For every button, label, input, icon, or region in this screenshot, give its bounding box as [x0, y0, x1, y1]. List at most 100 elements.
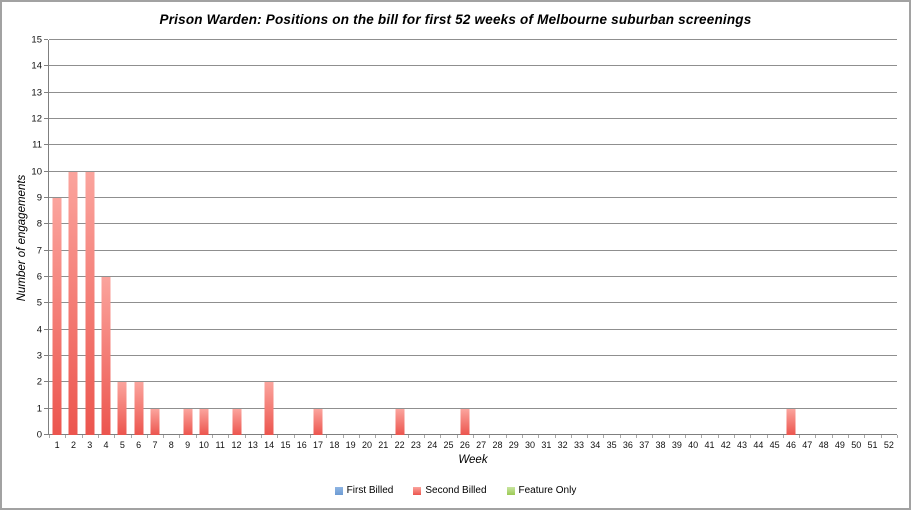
- x-tick-label: 48: [818, 440, 829, 450]
- gridline: [49, 65, 897, 67]
- y-tick-label: 10: [31, 166, 42, 178]
- gridline: [49, 328, 897, 330]
- x-tick-label: 37: [639, 440, 650, 450]
- x-tick-label: 12: [231, 440, 242, 450]
- x-tick-label: 17: [313, 440, 324, 450]
- x-tick-label: 39: [671, 440, 682, 450]
- x-tick-label: 13: [247, 440, 258, 450]
- legend-label-second-billed: Second Billed: [425, 485, 487, 496]
- x-tick-label: 19: [345, 440, 356, 450]
- x-axis-tick: [799, 435, 801, 438]
- x-tick-label: 46: [785, 440, 797, 450]
- x-tick-label: 50: [851, 440, 862, 450]
- x-tick-label: 27: [476, 440, 487, 450]
- y-axis-title-text: Number of engagements: [16, 174, 28, 302]
- x-axis-tick: [114, 435, 116, 438]
- y-axis-tick: [44, 328, 48, 330]
- y-axis-tick: [44, 249, 48, 251]
- bar-second-billed-week-6: [134, 382, 144, 435]
- gridline: [49, 223, 897, 225]
- bar-second-billed-week-4: [101, 277, 111, 435]
- gridline: [49, 39, 897, 40]
- x-axis-tick: [440, 435, 442, 438]
- y-tick-label: 7: [36, 245, 42, 257]
- x-tick-label: 35: [606, 440, 617, 450]
- x-axis-tick: [570, 435, 572, 438]
- y-tick-label: 4: [36, 324, 42, 336]
- x-tick-label: 22: [394, 440, 405, 450]
- x-axis-tick: [489, 435, 491, 438]
- x-axis-tick: [864, 435, 866, 438]
- x-axis-tick: [505, 435, 507, 438]
- x-axis-tick: [407, 435, 409, 438]
- y-axis-tick: [44, 65, 48, 67]
- x-axis-tick: [831, 435, 833, 438]
- x-axis-tick: [685, 435, 686, 438]
- x-axis-tick: [326, 435, 328, 438]
- bar-second-billed-week-22: [395, 408, 405, 435]
- gridline: [49, 249, 897, 251]
- x-tick-label: 38: [655, 440, 666, 450]
- x-tick-label: 28: [492, 440, 503, 450]
- x-axis-tick: [179, 435, 181, 438]
- x-axis-tick: [668, 435, 670, 438]
- y-axis-tick: [44, 434, 48, 435]
- y-axis-line: [48, 40, 49, 435]
- x-tick-label: 43: [737, 440, 748, 450]
- legend: First Billed Second Billed Feature Only: [2, 485, 909, 496]
- x-axis-tick: [244, 435, 246, 438]
- x-axis-tick: [587, 435, 589, 438]
- x-tick-label: 33: [573, 440, 585, 450]
- gridline: [49, 381, 897, 383]
- x-tick-label: 23: [410, 440, 421, 450]
- x-tick-label: 18: [329, 440, 340, 450]
- x-axis-tick: [228, 435, 230, 438]
- y-axis-tick: [44, 118, 48, 119]
- x-tick-label: 2: [70, 440, 76, 450]
- x-tick-label: 15: [280, 440, 291, 450]
- x-tick-label: 30: [525, 440, 536, 450]
- x-axis-tick: [309, 435, 311, 438]
- x-axis-tick: [782, 435, 784, 438]
- x-tick-label: 45: [769, 440, 780, 450]
- bar-second-billed-week-17: [313, 408, 323, 435]
- x-tick-label: 34: [590, 440, 601, 450]
- y-axis-tick: [44, 144, 48, 146]
- y-axis-tick: [44, 39, 48, 40]
- y-axis-tick: [44, 276, 48, 277]
- bar-second-billed-week-7: [150, 408, 160, 435]
- y-axis-tick: [44, 381, 48, 383]
- x-axis-tick: [424, 435, 426, 438]
- x-axis-tick: [65, 435, 67, 438]
- x-tick-label: 36: [622, 440, 633, 450]
- y-axis-tick: [44, 197, 48, 198]
- gridline: [49, 407, 897, 409]
- x-tick-label: 25: [443, 440, 454, 450]
- y-tick-label: 3: [36, 350, 42, 362]
- legend-swatch-feature-only-icon: [506, 486, 515, 495]
- gridline: [49, 197, 897, 198]
- bar-second-billed-week-3: [85, 171, 95, 435]
- plot-area: 0 1 2 3 4 5 6 7 8 9 10 11 12 13 14 15 1 2 3 4 5 6 7 8 9 10 11 12 13 1…: [31, 35, 898, 450]
- y-tick-label: 8: [36, 218, 42, 230]
- x-tick-label: 4: [103, 440, 109, 450]
- y-axis-tick: [44, 407, 48, 409]
- x-tick-label: 21: [378, 440, 389, 450]
- legend-item-feature-only: Feature Only: [506, 485, 576, 496]
- x-tick-label: 44: [753, 440, 764, 450]
- x-tick-label: 32: [557, 440, 568, 450]
- y-axis-tick: [44, 223, 48, 225]
- x-tick-label: 47: [802, 440, 813, 450]
- x-axis-tick: [146, 435, 148, 438]
- x-axis-tick: [212, 435, 214, 438]
- x-tick-label: 24: [427, 440, 438, 450]
- x-axis-tick: [293, 435, 295, 438]
- x-axis-tick: [717, 435, 719, 438]
- x-tick-label: 20: [361, 440, 373, 450]
- x-tick-label: 26: [459, 440, 470, 450]
- x-axis-tick: [130, 435, 132, 438]
- x-axis-tick: [521, 435, 523, 438]
- legend-item-second-billed: Second Billed: [413, 485, 487, 496]
- bar-second-billed-week-10: [199, 408, 209, 435]
- x-tick-label: 29: [508, 440, 519, 450]
